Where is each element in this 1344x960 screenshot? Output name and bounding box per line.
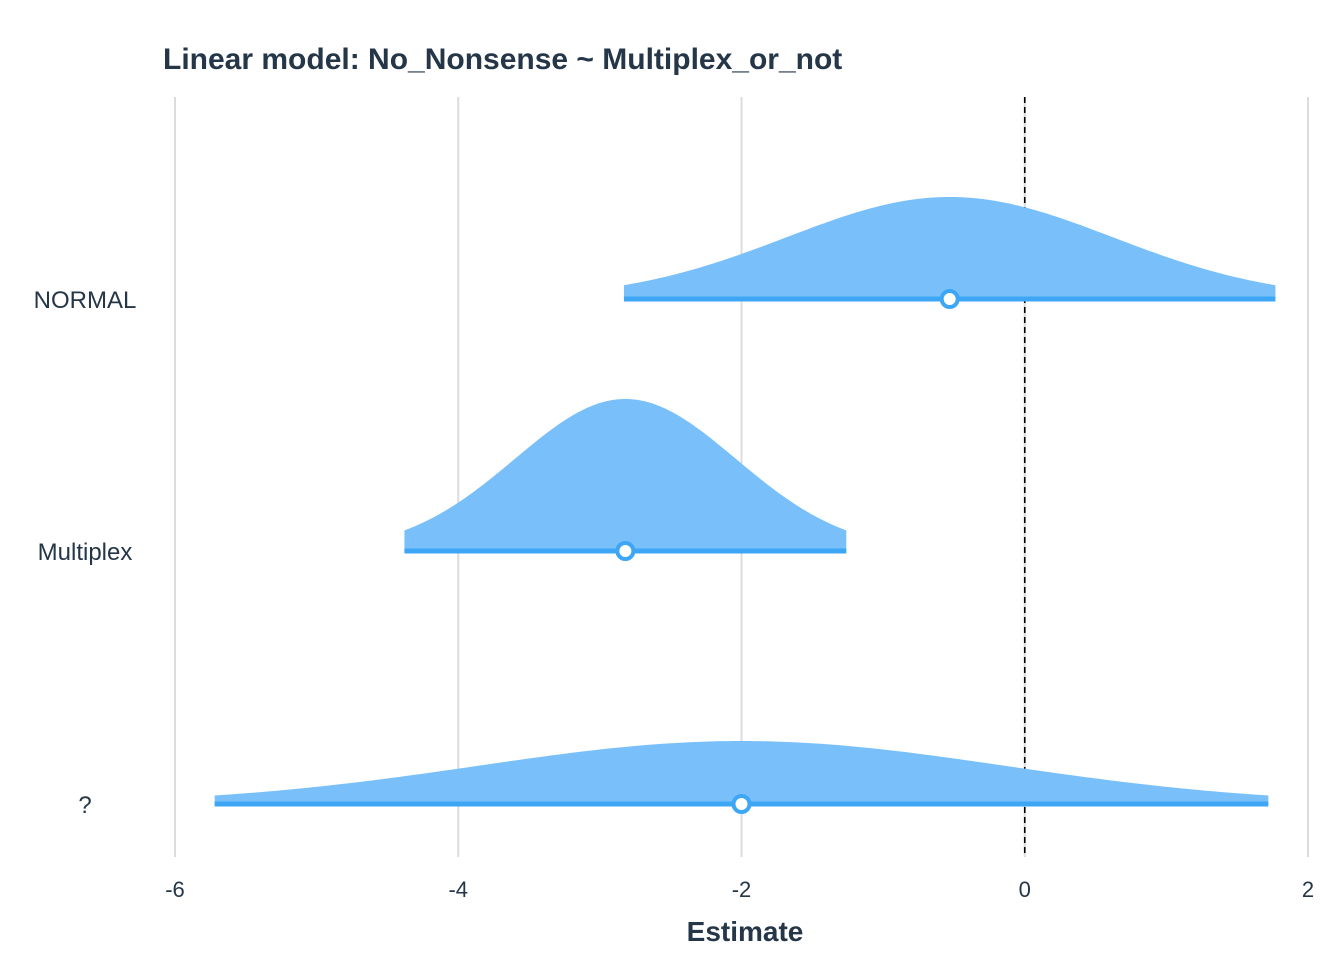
density-0	[623, 197, 1276, 309]
x-tick-label-3: 0	[1019, 877, 1031, 902]
density-group	[214, 197, 1276, 814]
category-labels: NORMAL Multiplex?	[34, 287, 137, 819]
estimate-point-1	[615, 541, 636, 561]
category-label-0: NORMAL	[34, 287, 137, 314]
density-area-1	[404, 399, 847, 551]
x-axis-label: Estimate	[687, 916, 804, 947]
x-tick-label-2: -2	[732, 877, 752, 902]
density-1	[404, 399, 847, 561]
x-tick-label-0: -6	[165, 877, 185, 902]
category-label-2: ?	[78, 792, 91, 819]
x-tick-label-4: 2	[1302, 877, 1314, 902]
density-area-2	[214, 741, 1269, 804]
x-tick-labels: -6 -4 -2 0 2	[165, 877, 1314, 902]
density-area-0	[623, 197, 1276, 299]
x-tick-label-1: -4	[448, 877, 468, 902]
category-label-1: Multiplex	[38, 539, 133, 566]
chart-title: Linear model: No_Nonsense ~ Multiplex_or…	[163, 43, 842, 76]
estimate-point-2	[731, 794, 752, 814]
estimate-point-0	[939, 289, 960, 309]
density-2	[214, 741, 1269, 814]
